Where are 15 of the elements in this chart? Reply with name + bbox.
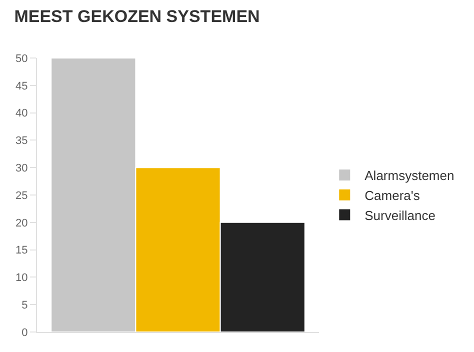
legend-label: Camera's	[364, 188, 420, 203]
y-tick-label: 20	[16, 217, 28, 230]
y-tick-label: 40	[16, 108, 28, 120]
y-tick-label: 10	[16, 272, 28, 284]
y-tick-label: 15	[16, 244, 28, 257]
y-tick-label: 30	[16, 162, 28, 174]
y-tick-label: 35	[16, 135, 28, 148]
legend-label: Alarmsystemen	[364, 168, 454, 184]
y-tick-label: 25	[16, 190, 28, 202]
chart-title: MEEST GEKOZEN SYSTEMEN	[14, 6, 260, 26]
y-tick-label: 45	[16, 80, 28, 92]
y-tick-label: 50	[16, 52, 28, 65]
y-tick-label: 0	[22, 326, 28, 339]
legend-label: Surveillance	[364, 208, 436, 223]
y-tick-label: 5	[22, 299, 28, 312]
